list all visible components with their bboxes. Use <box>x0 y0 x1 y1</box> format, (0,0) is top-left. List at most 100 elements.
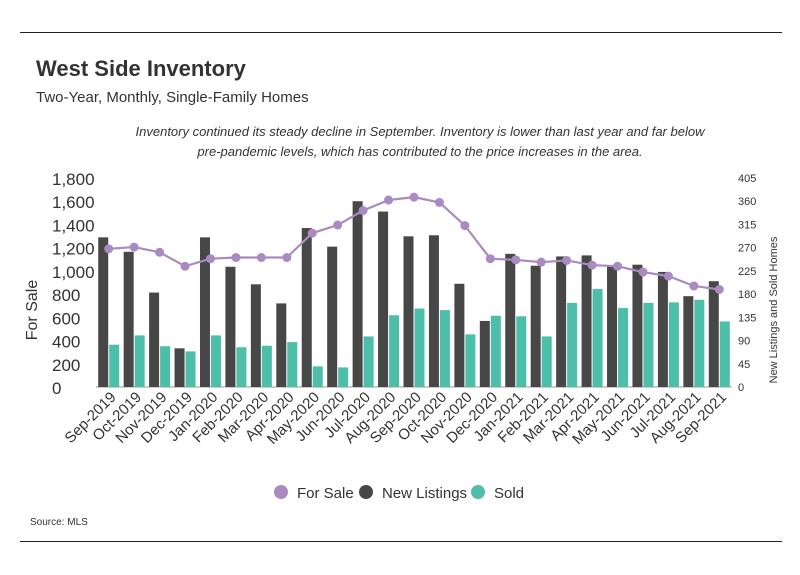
y-axis-title: For Sale <box>24 280 41 341</box>
new-listings-bar <box>250 284 261 387</box>
legend-marker <box>471 485 485 499</box>
legend-label: For Sale <box>297 485 354 502</box>
sold-bar <box>618 308 629 387</box>
for-sale-point <box>714 284 724 294</box>
new-listings-bar <box>276 303 287 387</box>
y2-tick-label: 315 <box>738 219 756 231</box>
legend-marker <box>359 485 373 499</box>
y-tick-label: 1,800 <box>52 170 95 189</box>
sold-bar <box>338 367 349 387</box>
for-sale-point <box>333 220 343 230</box>
for-sale-point <box>104 244 114 254</box>
for-sale-point <box>180 261 190 271</box>
for-sale-point <box>460 221 470 231</box>
new-listings-bar <box>530 265 541 387</box>
sold-bar <box>465 334 476 387</box>
new-listings-bar <box>708 281 719 387</box>
sold-bar <box>414 308 425 387</box>
y-tick-label: 1,200 <box>52 240 95 259</box>
sold-bar <box>694 299 705 387</box>
sold-bar <box>490 315 501 387</box>
new-listings-bar <box>98 237 109 387</box>
new-listings-bar <box>378 211 389 387</box>
sold-bar <box>541 336 552 387</box>
sold-bar <box>363 336 374 387</box>
y2-tick-label: 270 <box>738 243 756 255</box>
sold-bar <box>643 302 654 387</box>
for-sale-point <box>511 255 521 265</box>
y2-tick-label: 225 <box>738 266 756 278</box>
annotation-line-1: Inventory continued its steady decline i… <box>135 124 705 139</box>
new-listings-bar <box>479 320 490 387</box>
new-listings-bar <box>327 246 338 387</box>
for-sale-point <box>409 192 419 202</box>
new-listings-bar <box>428 235 439 387</box>
sold-bar <box>261 345 272 387</box>
bottom-rule <box>20 541 782 542</box>
for-sale-point <box>256 253 266 263</box>
sold-bar <box>109 344 120 387</box>
for-sale-point <box>384 195 394 205</box>
sold-bar <box>236 347 247 387</box>
y-tick-label: 1,400 <box>52 216 95 235</box>
new-listings-bar <box>505 253 516 387</box>
for-sale-point <box>358 206 368 216</box>
new-listings-bar <box>174 348 185 387</box>
new-listings-bar <box>556 256 567 387</box>
sold-bar <box>668 302 679 387</box>
for-sale-point <box>231 253 241 263</box>
for-sale-point <box>282 253 292 263</box>
top-rule <box>20 32 782 33</box>
new-listings-bar <box>149 292 160 387</box>
legend-label: Sold <box>494 485 524 502</box>
y-tick-label: 1,000 <box>52 263 95 282</box>
new-listings-bar <box>301 228 312 387</box>
y2-tick-label: 405 <box>738 173 756 185</box>
y2-tick-label: 0 <box>738 382 744 394</box>
sold-bar <box>719 321 730 387</box>
new-listings-bar <box>657 271 668 387</box>
chart-subtitle: Two-Year, Monthly, Single-Family Homes <box>36 89 309 106</box>
sold-bar <box>312 366 323 387</box>
new-listings-bar <box>225 266 236 387</box>
sold-bar <box>160 346 171 387</box>
y2-tick-label: 45 <box>738 359 750 371</box>
for-sale-point <box>613 261 623 271</box>
y-tick-label: 0 <box>52 379 61 398</box>
y2-tick-label: 90 <box>738 336 750 348</box>
y-tick-label: 400 <box>52 333 80 352</box>
new-listings-bar <box>123 251 134 387</box>
sold-bar <box>134 335 145 387</box>
chart-title: West Side Inventory <box>36 56 246 81</box>
for-sale-point <box>663 271 673 281</box>
legend-marker <box>274 485 288 499</box>
sold-bar <box>439 310 450 387</box>
new-listings-bar <box>632 264 643 387</box>
new-listings-bar <box>607 265 618 387</box>
for-sale-point <box>638 267 648 277</box>
chart-annotation: Inventory continued its steady decline i… <box>110 122 730 162</box>
y2-tick-label: 180 <box>738 289 756 301</box>
sold-bar <box>389 315 400 387</box>
new-listings-bar <box>581 255 592 387</box>
sold-bar <box>185 351 196 387</box>
for-sale-point <box>536 257 546 267</box>
new-listings-bar <box>199 237 210 387</box>
y-tick-label: 600 <box>52 309 80 328</box>
sold-bar <box>592 288 603 387</box>
for-sale-point <box>307 228 317 238</box>
for-sale-point <box>587 260 597 270</box>
new-listings-bar <box>352 201 363 387</box>
new-listings-bar <box>403 236 414 387</box>
sold-bar <box>516 316 527 387</box>
for-sale-point <box>129 242 139 252</box>
y2-tick-label: 360 <box>738 196 756 208</box>
for-sale-point <box>689 281 699 291</box>
for-sale-point <box>485 254 495 264</box>
source-note: Source: MLS <box>30 517 88 528</box>
for-sale-point <box>205 254 215 264</box>
y-tick-label: 200 <box>52 356 80 375</box>
sold-bar <box>567 302 578 387</box>
y2-tick-label: 135 <box>738 312 756 324</box>
y-tick-label: 800 <box>52 286 80 305</box>
